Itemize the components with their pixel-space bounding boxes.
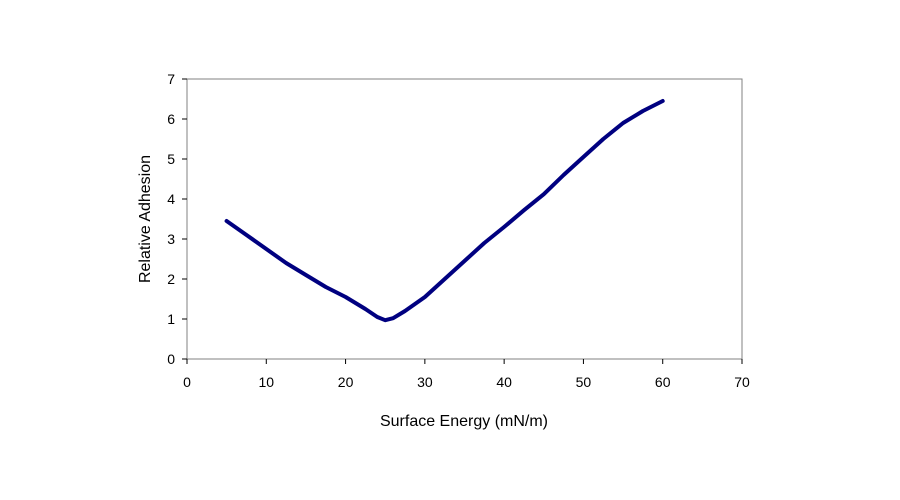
x-tick-label: 60 <box>655 374 671 390</box>
y-axis-ticks: 0 1 2 3 4 5 6 7 <box>167 71 187 367</box>
x-tick-label: 0 <box>183 374 191 390</box>
y-tick-label: 2 <box>167 271 175 287</box>
x-tick-label: 50 <box>576 374 592 390</box>
y-tick-label: 4 <box>167 191 175 207</box>
y-tick-label: 1 <box>167 311 175 327</box>
x-axis-title: Surface Energy (mN/m) <box>380 413 548 430</box>
x-tick-label: 10 <box>258 374 274 390</box>
x-tick-label: 70 <box>734 374 750 390</box>
y-axis-title: Relative Adhesion <box>137 155 154 283</box>
plot-area <box>186 78 743 360</box>
y-tick-label: 3 <box>167 231 175 247</box>
series-line <box>224 99 665 323</box>
x-tick-label: 20 <box>338 374 354 390</box>
y-tick-label: 6 <box>167 111 175 127</box>
x-tick-label: 40 <box>496 374 512 390</box>
x-axis-ticks: 0 10 20 30 40 50 60 70 <box>183 359 750 390</box>
y-tick-label: 0 <box>167 351 175 367</box>
y-tick-label: 7 <box>167 71 175 87</box>
series-layer <box>224 99 665 323</box>
y-tick-label: 5 <box>167 151 175 167</box>
x-tick-label: 30 <box>417 374 433 390</box>
